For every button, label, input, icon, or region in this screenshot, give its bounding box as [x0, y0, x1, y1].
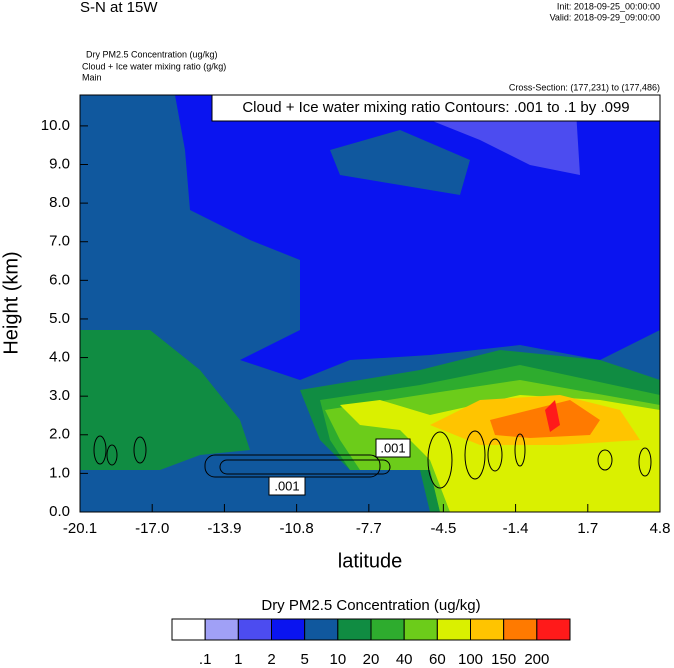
contour-line	[638, 447, 652, 477]
contour-fill	[80, 330, 250, 470]
contour-line	[427, 431, 453, 489]
contour-line	[597, 449, 613, 471]
x-axis-title: latitude	[338, 550, 403, 572]
x-tick-label: 4.8	[650, 520, 671, 537]
contour-line	[133, 436, 147, 464]
y-tick-label: 9.0	[49, 155, 70, 172]
y-tick-label: 6.0	[49, 271, 70, 288]
contours: .001 .001	[93, 430, 652, 496]
colorbar-label: 10	[329, 651, 346, 668]
y-tick-label: 10.0	[41, 117, 70, 134]
contour-label-box	[268, 476, 306, 496]
x-tick-label: -4.5	[430, 520, 456, 537]
x-tick-label: -20.1	[63, 520, 97, 537]
colorbar-box	[304, 618, 339, 641]
contour-fill	[545, 400, 560, 432]
x-tick-label: -10.8	[280, 520, 314, 537]
colorbar-title: Dry PM2.5 Concentration (ug/kg)	[261, 597, 480, 614]
field-name: Main	[82, 72, 102, 82]
valid-time: Valid: 2018-09-29_09:00:00	[550, 12, 660, 22]
contour-line	[464, 430, 486, 480]
colorbar-label: 150	[491, 651, 516, 668]
colorbar-label: 40	[396, 651, 413, 668]
colorbar-box	[271, 618, 306, 641]
x-tick-label: -7.7	[356, 520, 382, 537]
y-tick-label: 3.0	[49, 387, 70, 404]
cross-section: Cross-Section: (177,231) to (177,486)	[509, 82, 660, 92]
y-tick-label: 5.0	[49, 310, 70, 327]
colorbar-box	[403, 618, 438, 641]
contour-label-box	[375, 438, 411, 458]
colorbar-box	[470, 618, 505, 641]
colorbar-label: 20	[363, 651, 380, 668]
legend-box	[211, 94, 661, 122]
y-tick-label: 4.0	[49, 349, 70, 366]
y-tick-label: 0.0	[49, 503, 70, 520]
colorbar-label: 2	[267, 651, 275, 668]
colorbar-box	[536, 618, 571, 641]
contour-line	[487, 438, 503, 472]
colorbar-box	[171, 618, 206, 641]
colorbar-label: 100	[458, 651, 483, 668]
init-time: Init: 2018-09-25_00:00:00	[557, 1, 660, 11]
colorbar-box	[436, 618, 472, 641]
contour-line	[93, 435, 107, 465]
contour-line	[106, 444, 118, 466]
contour-line	[514, 433, 526, 467]
y-tick-label: 8.0	[49, 194, 70, 211]
field-name: Cloud + Ice water mixing ratio (g/kg)	[82, 61, 226, 71]
contour-line	[219, 459, 391, 475]
contour-label: .001	[380, 440, 405, 455]
colorbar-label: 60	[429, 651, 446, 668]
colorbar-box	[503, 618, 538, 641]
colorbar-box	[204, 618, 239, 641]
x-tick-label: 1.7	[577, 520, 598, 537]
colorbar-label: 200	[524, 651, 549, 668]
colorbar-label: .1	[199, 651, 212, 668]
colorbar-box	[337, 618, 372, 641]
colorbar-label: 5	[300, 651, 308, 668]
contour-note: Cloud + Ice water mixing ratio Contours:…	[242, 99, 629, 116]
contour-label: .001	[274, 478, 299, 493]
colorbar-box	[237, 618, 272, 641]
y-tick-label: 1.0	[49, 464, 70, 481]
x-tick-label: -17.0	[135, 520, 169, 537]
y-tick-label: 2.0	[49, 426, 70, 443]
y-axis-title: Height (km)	[0, 251, 22, 354]
x-tick-label: -1.4	[503, 520, 529, 537]
x-tick-label: -13.9	[207, 520, 241, 537]
y-tick-label: 7.0	[49, 233, 70, 250]
contour-fill	[490, 400, 600, 438]
plot-area: .001 .001 Cloud + Ice water mixing ratio…	[79, 94, 661, 513]
chart-title: S-N at 15W	[80, 0, 158, 16]
plot-frame	[79, 94, 661, 513]
colorbar-box	[370, 618, 405, 641]
contour-fill	[330, 130, 470, 195]
colorbar-label: 1	[234, 651, 242, 668]
field-name: Dry PM2.5 Concentration (ug/kg)	[86, 49, 218, 59]
